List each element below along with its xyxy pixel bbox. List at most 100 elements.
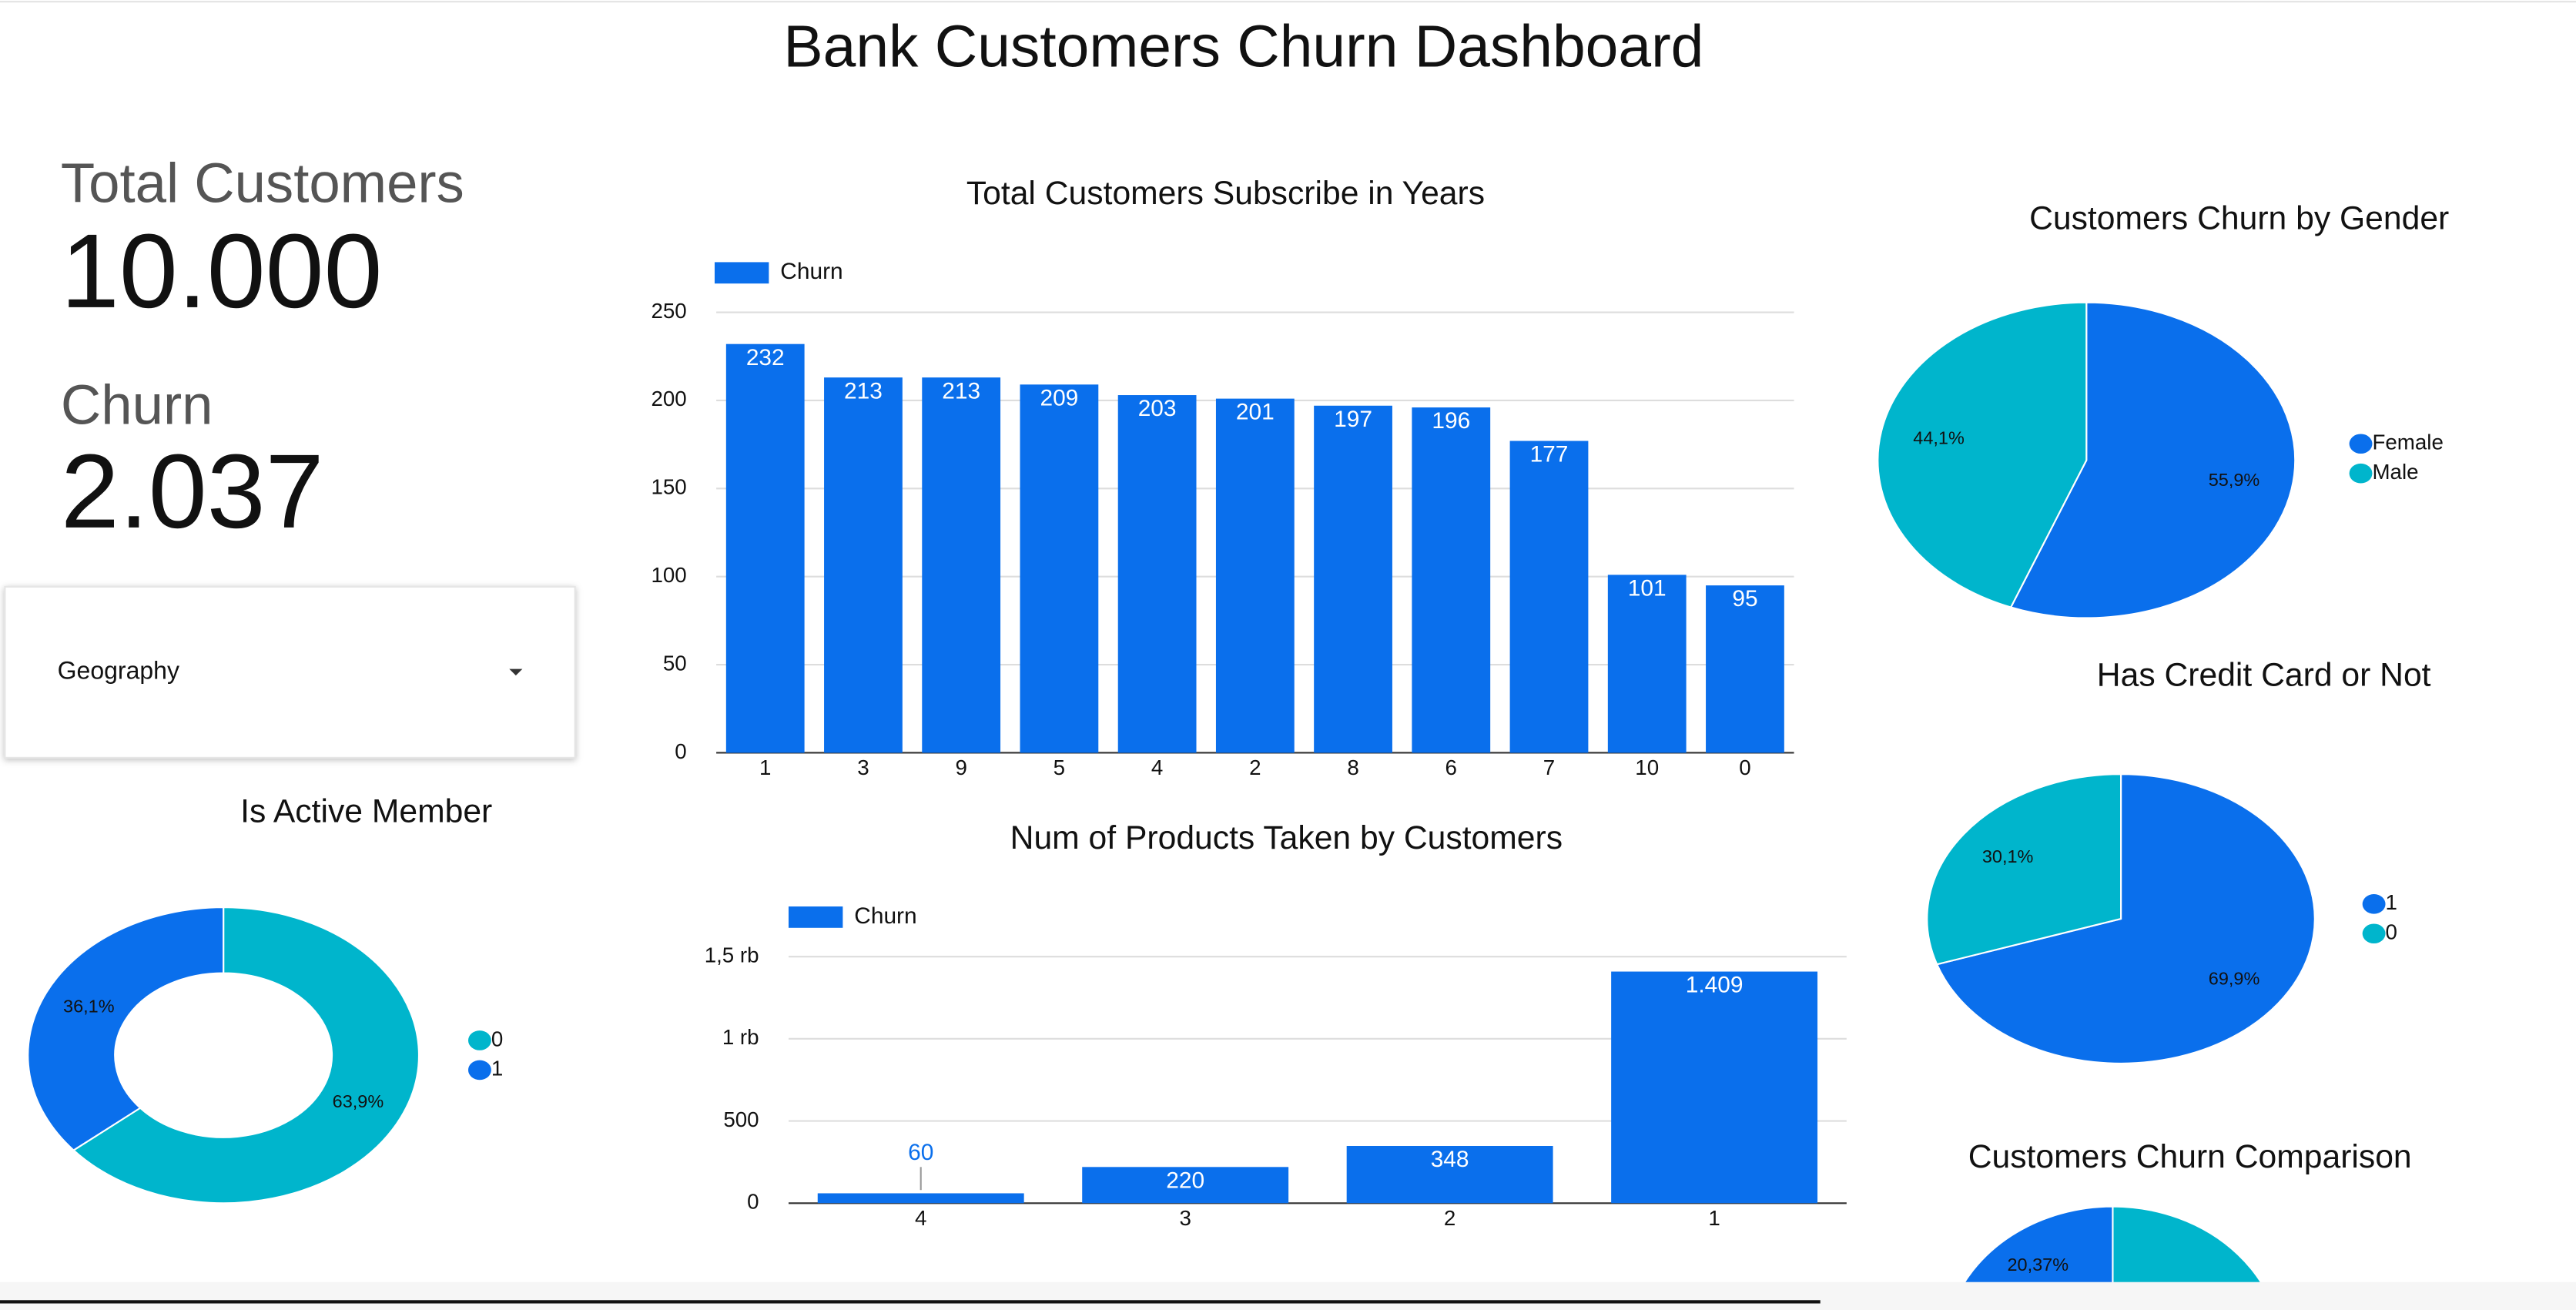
- slice-label: 36,1%: [63, 997, 115, 1017]
- bar: [1346, 1146, 1553, 1204]
- scorecard-value: 10.000: [61, 212, 383, 330]
- data-label: 95: [1732, 586, 1757, 611]
- legend-label: 1: [2386, 890, 2397, 914]
- legend-label: 1: [491, 1057, 503, 1080]
- data-label: 348: [1431, 1147, 1469, 1172]
- bar: [1412, 407, 1491, 753]
- data-label: 232: [746, 345, 785, 370]
- data-label: 1.409: [1686, 973, 1744, 998]
- legend-dot: [2362, 923, 2386, 944]
- legend-swatch: [788, 906, 843, 928]
- bar: [1611, 971, 1818, 1204]
- slice: [72, 906, 420, 1204]
- chart-title: Has Credit Card or Not: [2097, 657, 2431, 694]
- legend-dot: [2349, 463, 2373, 484]
- y-tick-label: 200: [651, 387, 686, 410]
- x-tick-label: 3: [1179, 1206, 1191, 1230]
- scorecard-label: Churn: [61, 374, 213, 437]
- geography-filter[interactable]: Geography: [4, 585, 576, 759]
- legend-label: Churn: [854, 903, 916, 929]
- chart-title: Num of Products Taken by Customers: [1010, 819, 1563, 856]
- bar: [824, 377, 903, 753]
- slice-label: 63,9%: [333, 1091, 384, 1111]
- data-label: 201: [1236, 400, 1275, 425]
- data-label: 213: [942, 378, 980, 404]
- x-tick-label: 7: [1543, 756, 1555, 779]
- y-tick-label: 500: [723, 1107, 759, 1131]
- data-label: 220: [1166, 1168, 1204, 1193]
- chart-title: Is Active Member: [240, 793, 492, 830]
- y-tick-label: 1,5 rb: [705, 943, 759, 967]
- legend-dot: [2362, 894, 2386, 914]
- data-label: 101: [1628, 576, 1667, 601]
- x-tick-label: 5: [1054, 756, 1065, 779]
- x-tick-label: 4: [1151, 756, 1163, 779]
- slice-label: 20,37%: [2008, 1255, 2069, 1275]
- x-tick-label: 2: [1249, 756, 1261, 779]
- data-label: 197: [1334, 407, 1372, 432]
- scorecard-label: Total Customers: [61, 152, 464, 214]
- y-tick-label: 100: [651, 563, 686, 587]
- x-tick-label: 10: [1635, 756, 1659, 779]
- slice-label: 30,1%: [1982, 846, 2034, 866]
- slice: [2009, 301, 2296, 619]
- bar: [1509, 441, 1589, 753]
- bar: [725, 343, 805, 753]
- bar: [817, 1193, 1024, 1204]
- y-tick-label: 0: [675, 739, 686, 763]
- legend-label: Churn: [780, 259, 842, 284]
- y-tick-label: 0: [747, 1190, 759, 1214]
- y-tick-label: 1 rb: [722, 1025, 759, 1049]
- legend-label: 0: [2386, 920, 2397, 944]
- x-tick-label: 4: [915, 1206, 926, 1230]
- slice: [1935, 773, 2316, 1064]
- data-label: 60: [908, 1140, 933, 1165]
- bar: [1020, 384, 1099, 753]
- bar: [1215, 398, 1295, 753]
- y-tick-label: 50: [663, 651, 687, 675]
- x-tick-label: 1: [1708, 1206, 1720, 1230]
- x-tick-label: 3: [857, 756, 869, 779]
- x-tick-label: 0: [1739, 756, 1750, 779]
- chart-title: Total Customers Subscribe in Years: [966, 175, 1485, 212]
- x-tick-label: 6: [1445, 756, 1457, 779]
- dropdown-arrow[interactable]: [509, 668, 523, 676]
- scorecard-value: 2.037: [61, 432, 324, 550]
- bar: [1314, 405, 1392, 753]
- legend-label: 0: [491, 1027, 503, 1050]
- x-tick-label: 9: [955, 756, 966, 779]
- data-label: 196: [1432, 408, 1470, 434]
- filter-label: Geography: [58, 656, 179, 684]
- filter-box[interactable]: [4, 585, 576, 759]
- data-label: 213: [844, 378, 883, 404]
- slice-label: 44,1%: [1913, 428, 1965, 448]
- legend-dot: [467, 1060, 491, 1080]
- legend-dot: [2349, 434, 2373, 454]
- chart-title: Customers Churn by Gender: [2029, 199, 2449, 236]
- bar: [1607, 575, 1687, 753]
- bar: [1706, 585, 1784, 753]
- x-tick-label: 1: [759, 756, 771, 779]
- slice-label: 55,9%: [2209, 470, 2260, 490]
- chart-title: Customers Churn Comparison: [1968, 1138, 2412, 1175]
- dashboard-title: Bank Customers Churn Dashboard: [783, 13, 1703, 79]
- legend-dot: [467, 1030, 491, 1050]
- legend-label: Female: [2372, 431, 2443, 454]
- bar: [922, 377, 1001, 753]
- y-tick-label: 250: [651, 299, 686, 323]
- bar: [1082, 1167, 1289, 1204]
- data-label: 177: [1530, 442, 1569, 467]
- slice: [27, 906, 225, 1151]
- data-label: 209: [1040, 385, 1078, 410]
- slice: [1877, 301, 2088, 608]
- x-tick-label: 8: [1347, 756, 1358, 779]
- legend-label: Male: [2372, 460, 2418, 484]
- bar: [1117, 395, 1197, 753]
- legend-swatch: [714, 262, 769, 284]
- x-tick-label: 2: [1444, 1206, 1455, 1230]
- slice-label: 69,9%: [2209, 968, 2260, 988]
- y-tick-label: 150: [651, 475, 686, 499]
- slice: [1926, 773, 2122, 966]
- data-label: 203: [1138, 396, 1177, 421]
